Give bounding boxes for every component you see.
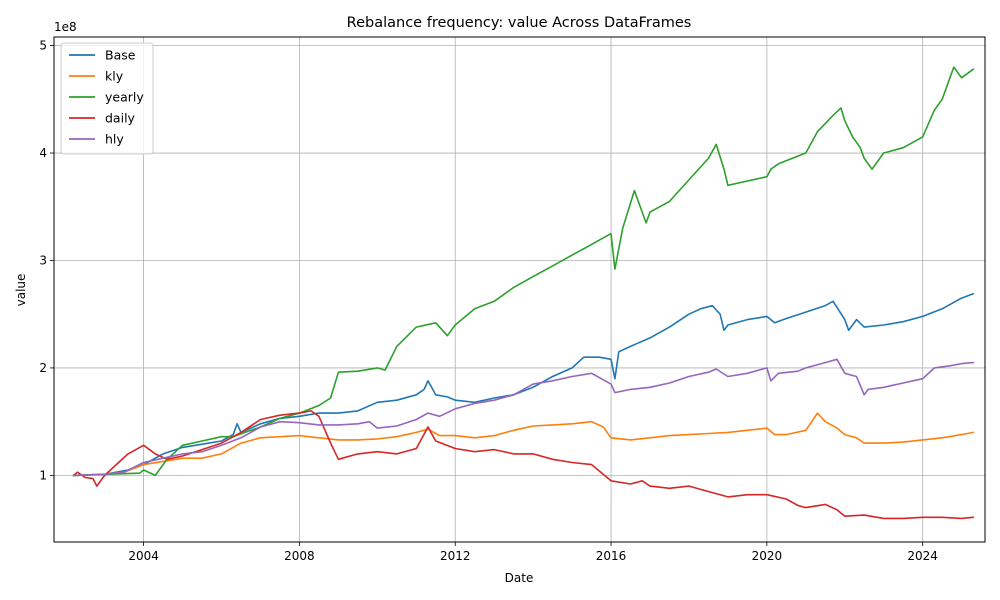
x-tick-label: 2020 xyxy=(752,549,783,563)
legend-label-yearly: yearly xyxy=(105,90,144,105)
x-tick-label: 2012 xyxy=(440,549,471,563)
x-tick-label: 2024 xyxy=(907,549,938,563)
legend-label-daily: daily xyxy=(105,111,136,126)
y-tick-label: 3 xyxy=(39,253,47,267)
y-axis-multiplier: 1e8 xyxy=(54,20,77,34)
grid xyxy=(54,37,985,542)
series-line-hly xyxy=(72,358,975,477)
legend-label-hly: hly xyxy=(105,132,124,147)
axis-ticks: 2004 2008 2012 2016 2020 2024 1 2 3 4 5 xyxy=(39,39,938,563)
chart-title: Rebalance frequency: value Across DataFr… xyxy=(347,15,692,31)
series-line-kly xyxy=(72,412,975,477)
legend-frame xyxy=(60,42,154,155)
x-tick-label: 2004 xyxy=(128,549,159,563)
series-line-yearly xyxy=(72,66,975,477)
series-lines xyxy=(72,66,975,520)
y-axis-title: value xyxy=(14,274,28,307)
legend-label-kly: kly xyxy=(105,69,124,84)
x-axis-title: Date xyxy=(505,571,534,585)
legend-label-Base: Base xyxy=(105,48,136,63)
plot-frame xyxy=(53,36,986,543)
y-tick-label: 1 xyxy=(39,468,47,482)
y-tick-label: 2 xyxy=(39,361,47,375)
x-tick-label: 2008 xyxy=(284,549,315,563)
y-tick-label: 5 xyxy=(39,39,47,53)
y-tick-label: 4 xyxy=(39,146,47,160)
legend: Base kly yearly daily hly xyxy=(60,42,154,155)
x-tick-label: 2016 xyxy=(596,549,627,563)
